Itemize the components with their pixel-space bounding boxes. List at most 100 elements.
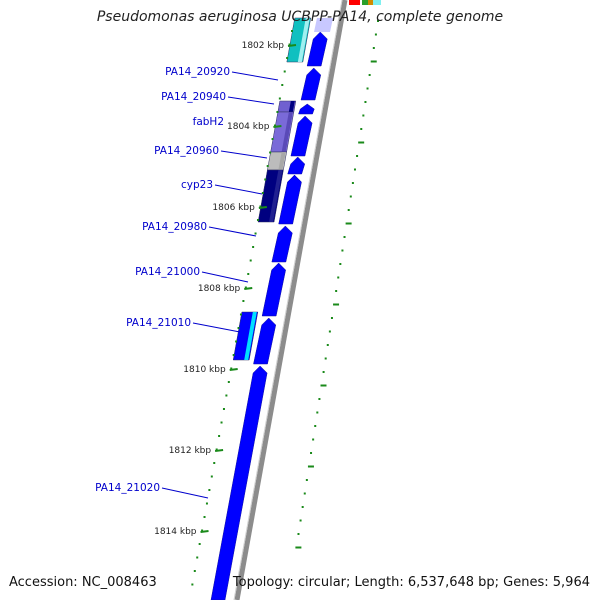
gene-arrow-forward bbox=[261, 262, 286, 317]
gc-dot bbox=[349, 195, 352, 198]
tick-dot bbox=[232, 354, 235, 356]
tick-dot bbox=[291, 30, 293, 32]
reverse-genes bbox=[232, 17, 312, 361]
kbp-tick-label: 1802 kbp bbox=[242, 41, 285, 51]
gc-dot bbox=[328, 330, 331, 333]
tick-dot bbox=[247, 273, 250, 275]
genome-backbone-edge bbox=[233, 0, 343, 601]
gene-label: PA14_21000 bbox=[135, 266, 200, 278]
tick-dot bbox=[261, 192, 264, 194]
gene-label: PA14_21010 bbox=[126, 317, 191, 329]
gene-label: PA14_20980 bbox=[142, 221, 207, 233]
tick-dot bbox=[196, 556, 199, 559]
tick-dot bbox=[193, 570, 196, 572]
gc-dot bbox=[370, 60, 377, 63]
kbp-tick-label: 1804 kbp bbox=[227, 122, 270, 132]
gc-dot bbox=[310, 452, 313, 454]
gc-dot bbox=[312, 438, 315, 441]
gc-dot bbox=[297, 533, 300, 535]
feature-top-orange bbox=[368, 0, 373, 5]
gene-block-reverse-shade bbox=[281, 112, 293, 152]
tick-dot bbox=[288, 43, 291, 46]
gene-label-leader bbox=[201, 271, 249, 283]
tick-dot bbox=[266, 165, 269, 167]
gene-arrow-forward bbox=[210, 365, 268, 601]
tick-dot bbox=[249, 259, 252, 262]
tick-dot bbox=[276, 111, 279, 113]
gene-arrow-forward bbox=[253, 317, 277, 365]
gc-dot bbox=[366, 87, 369, 90]
gene-label: cyp23 bbox=[181, 179, 213, 191]
gene-label-leader bbox=[220, 150, 268, 159]
gc-dot bbox=[301, 506, 304, 508]
genome-title: Pseudomonas aeruginosa UCBPP-PA14, compl… bbox=[96, 9, 504, 25]
tick-dot bbox=[235, 340, 238, 343]
gc-dot bbox=[314, 425, 317, 427]
gc-dot bbox=[362, 114, 365, 117]
tick-dot bbox=[254, 232, 257, 235]
gc-dot bbox=[303, 492, 306, 495]
feature-top-cyan bbox=[373, 0, 381, 5]
genome-backbone bbox=[234, 0, 348, 601]
gc-track-dots bbox=[295, 20, 379, 549]
gc-dot bbox=[353, 168, 356, 171]
gc-dot bbox=[377, 20, 379, 22]
kbp-tick-mark bbox=[273, 125, 282, 128]
gc-dot bbox=[330, 317, 333, 319]
gc-dot bbox=[318, 398, 321, 400]
gene-arrow-forward bbox=[278, 174, 302, 225]
tick-dot bbox=[269, 151, 272, 154]
gene-label-leader bbox=[227, 96, 275, 105]
tick-dot bbox=[256, 219, 259, 221]
gc-dot bbox=[343, 236, 346, 238]
gc-dot bbox=[356, 155, 359, 157]
tick-dot bbox=[191, 583, 194, 586]
accession-text: Accession: NC_008463 bbox=[9, 575, 157, 590]
gene-label: fabH2 bbox=[193, 116, 224, 128]
tick-dot bbox=[201, 529, 204, 532]
forward-genes bbox=[210, 18, 333, 601]
tick-dot bbox=[278, 97, 281, 100]
gc-dot bbox=[333, 303, 340, 306]
gc-dot bbox=[345, 222, 352, 225]
feature-top-green bbox=[362, 0, 368, 5]
gene-arrow-forward bbox=[287, 156, 306, 175]
tick-dot bbox=[286, 57, 289, 59]
tick-dot bbox=[242, 300, 245, 302]
gc-dot bbox=[307, 465, 314, 468]
gene-label-leader bbox=[231, 71, 279, 81]
gene-labels: PA14_20920 PA14_20940 fabH2 PA14_20960 cyp23… bbox=[95, 66, 279, 499]
tick-dot bbox=[198, 543, 201, 545]
kbp-tick-mark bbox=[200, 530, 209, 533]
gene-block-reverse-shade bbox=[278, 152, 286, 170]
gc-dot bbox=[339, 263, 342, 265]
gc-dot bbox=[351, 182, 354, 184]
gene-arrow-forward-highlight bbox=[314, 18, 333, 32]
gene-label: PA14_20920 bbox=[165, 66, 230, 78]
tick-dot bbox=[244, 286, 247, 289]
tick-dot bbox=[225, 394, 228, 397]
tick-dot bbox=[273, 124, 276, 127]
kbp-tick-mark bbox=[244, 287, 253, 290]
gc-dot bbox=[358, 141, 365, 144]
gene-label-leader bbox=[208, 226, 257, 237]
gene-label-leader bbox=[192, 322, 241, 333]
gene-block-reverse-shade bbox=[288, 101, 295, 112]
tick-dot bbox=[203, 516, 206, 518]
gc-dot bbox=[368, 74, 371, 76]
tick-dot bbox=[252, 246, 255, 248]
gene-label: PA14_20960 bbox=[154, 145, 219, 157]
kbp-tick-label: 1812 kbp bbox=[169, 446, 212, 456]
gc-dot bbox=[364, 101, 367, 103]
gc-dot bbox=[326, 344, 329, 346]
tick-dot bbox=[264, 178, 267, 181]
topology-text: Topology: circular; Length: 6,537,648 bp… bbox=[232, 575, 590, 590]
kbp-ticks: 1802 kbp 1804 kbp 1806 kbp 1808 kbp 1810 kbp… bbox=[154, 30, 297, 586]
gc-dot bbox=[335, 290, 338, 292]
gene-arrow-forward bbox=[298, 103, 315, 115]
tick-dot bbox=[283, 70, 286, 73]
gc-dot bbox=[374, 33, 377, 36]
kbp-tick-label: 1806 kbp bbox=[212, 203, 255, 213]
kbp-tick-label: 1808 kbp bbox=[198, 284, 241, 294]
gc-dot bbox=[299, 519, 302, 522]
